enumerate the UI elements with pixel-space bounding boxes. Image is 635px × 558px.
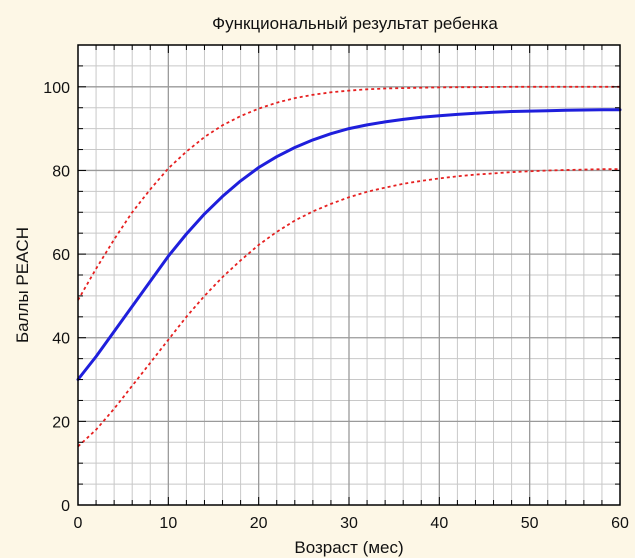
x-tick-label: 40 [430, 515, 448, 532]
x-tick-label: 60 [611, 515, 629, 532]
y-tick-label: 20 [52, 414, 70, 431]
series-line-bound-2 [77, 168, 620, 448]
y-tick-label: 0 [61, 498, 70, 515]
y-tick-label: 60 [52, 247, 70, 264]
series-line-mean [76, 108, 622, 381]
x-tick-label: 50 [521, 515, 539, 532]
series-layer [76, 85, 622, 448]
y-tick-label: 80 [52, 163, 70, 180]
minor-ticks [78, 45, 620, 505]
x-tick-label: 10 [159, 515, 177, 532]
y-tick-labels: 0 20 40 60 80 100 [43, 80, 70, 515]
y-tick-label: 40 [52, 331, 70, 348]
chart-title: Функциональный результат ребенка [212, 14, 498, 33]
x-axis-label: Возраст (мес) [294, 538, 403, 557]
x-tick-labels: 0 10 20 30 40 50 60 [74, 515, 629, 532]
x-tick-label: 0 [74, 515, 83, 532]
major-grid [78, 45, 620, 505]
x-tick-label: 30 [340, 515, 358, 532]
y-tick-label: 100 [43, 80, 70, 97]
y-axis-label: Баллы PEACH [13, 227, 32, 343]
series-line-bound-1 [77, 85, 620, 301]
x-tick-label: 20 [250, 515, 268, 532]
